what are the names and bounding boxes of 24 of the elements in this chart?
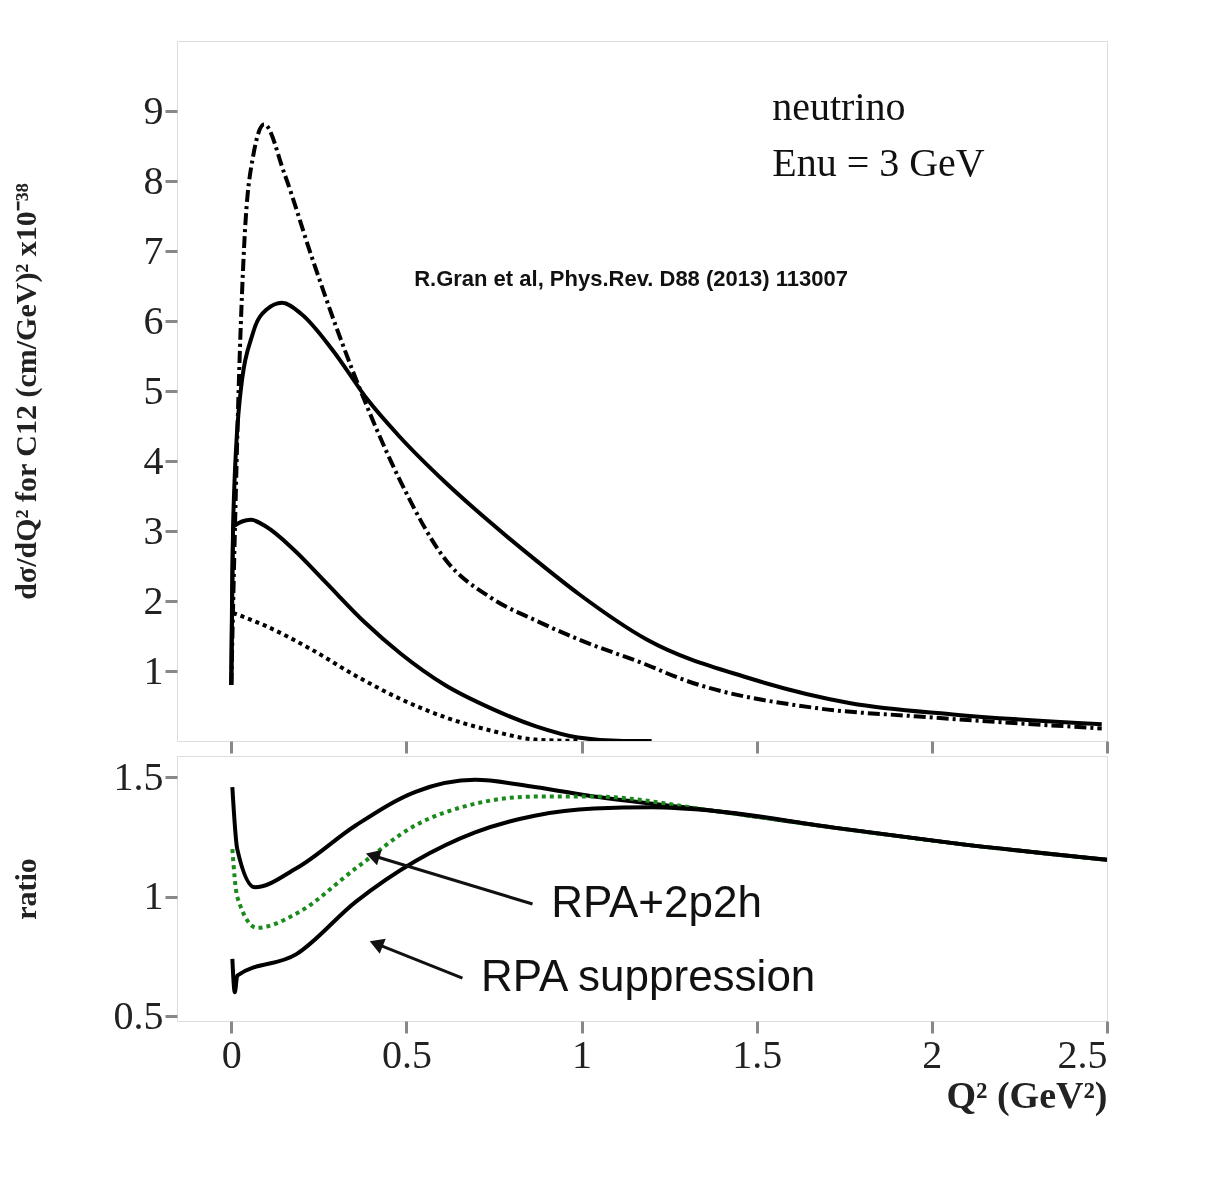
x-tick-label: 0 — [221, 1031, 242, 1077]
y-tick-label: 1.5 — [113, 753, 164, 799]
annotation: Enu = 3 GeV — [772, 140, 985, 186]
y-tick-label: 1 — [143, 647, 164, 693]
annotation: neutrino — [772, 83, 906, 129]
y-tick-label: 6 — [143, 297, 164, 343]
y-tick-label: 3 — [143, 507, 164, 553]
annotation: R.Gran et al, Phys.Rev. D88 (2013) 113007 — [414, 266, 848, 291]
y-tick-label: 4 — [143, 437, 164, 483]
y-tick-label: 7 — [143, 227, 164, 273]
annotation: RPA suppression — [481, 951, 816, 1001]
y-tick-label: 1 — [143, 873, 164, 919]
y-axis-title: dσ/dQ² for C12 (cm/GeV)² x10⁻³⁸ — [8, 183, 43, 600]
y-tick-label: 0.5 — [113, 992, 164, 1038]
x-tick-label: 0.5 — [381, 1031, 432, 1077]
x-tick-label: 1.5 — [732, 1031, 783, 1077]
y-axis-title: ratio — [8, 858, 42, 920]
x-tick-label: 2 — [922, 1031, 943, 1077]
x-tick-label: 1 — [572, 1031, 593, 1077]
annotation: RPA+2p2h — [551, 877, 762, 927]
y-tick-label: 8 — [143, 157, 164, 203]
y-tick-label: 2 — [143, 577, 164, 623]
y-tick-label: 5 — [143, 367, 164, 413]
y-tick-label: 9 — [143, 87, 164, 133]
